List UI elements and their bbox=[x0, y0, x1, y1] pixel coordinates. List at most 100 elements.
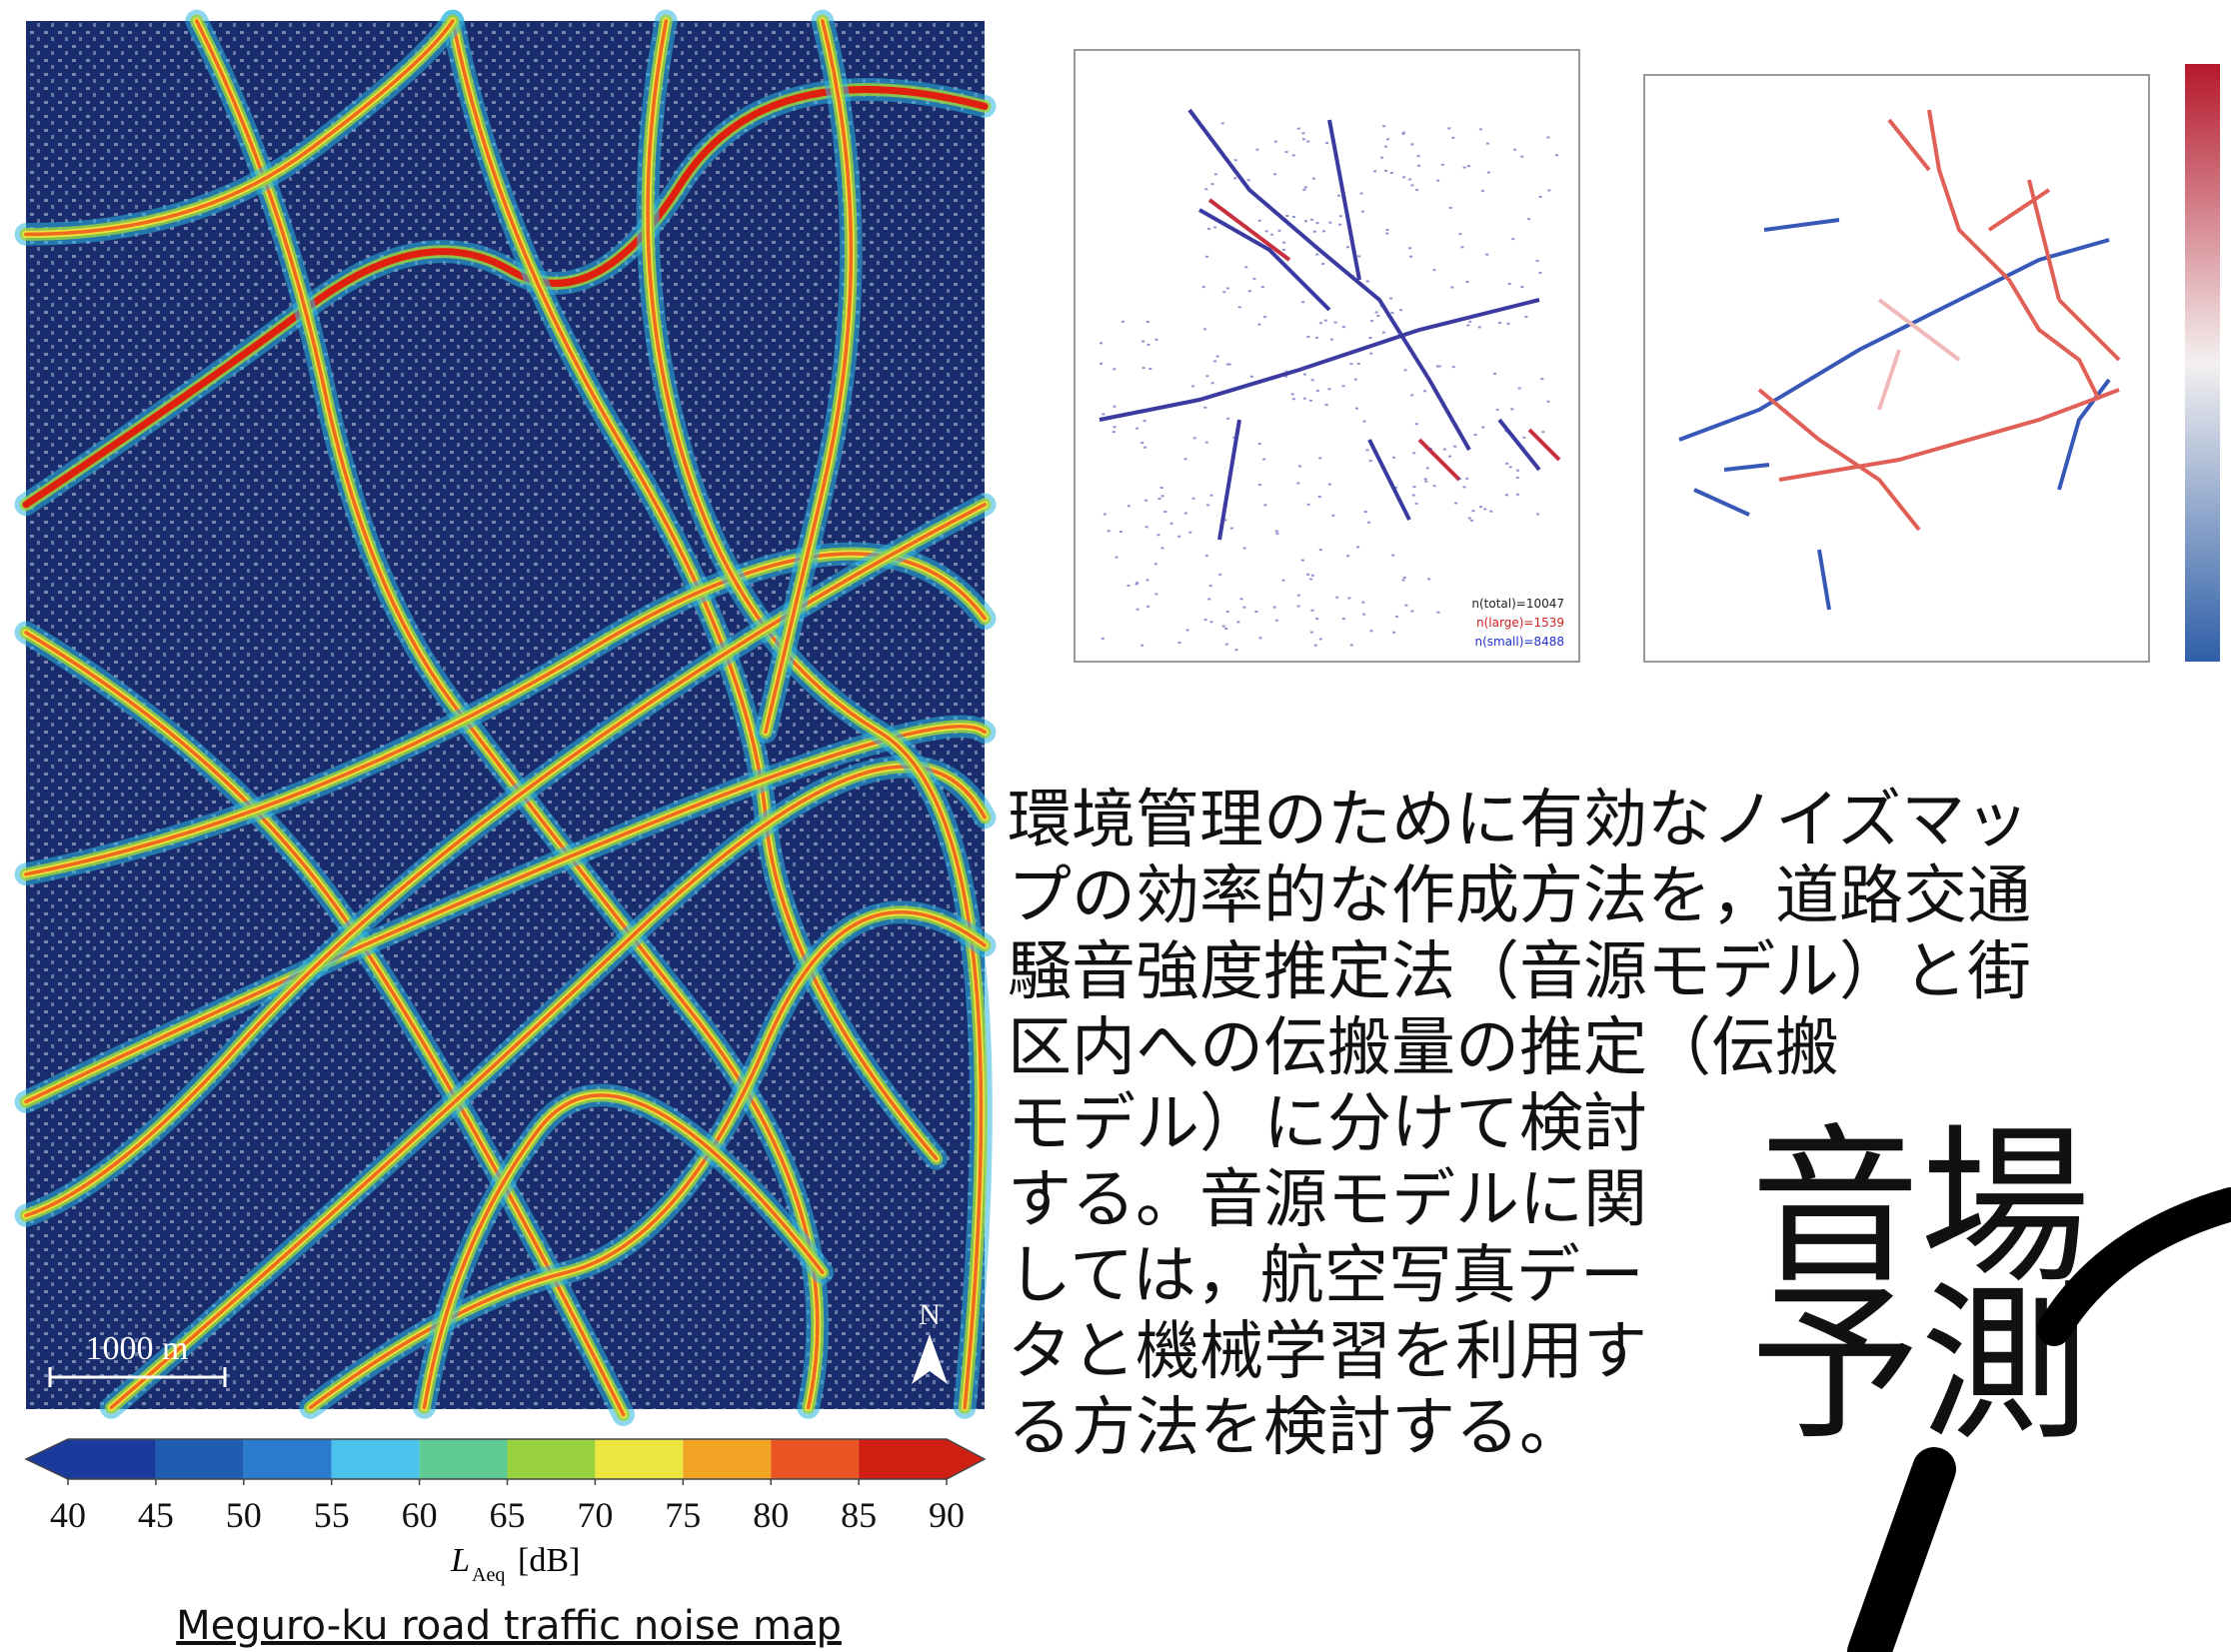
colorbar-segment bbox=[419, 1439, 508, 1479]
point bbox=[1424, 480, 1428, 483]
point bbox=[1302, 397, 1306, 400]
point bbox=[1291, 398, 1295, 401]
point bbox=[1369, 352, 1373, 355]
point bbox=[1310, 609, 1314, 612]
point bbox=[1226, 417, 1230, 420]
colorbar-tick-label: 55 bbox=[314, 1495, 350, 1535]
point bbox=[1483, 508, 1487, 511]
point bbox=[1540, 378, 1544, 381]
point bbox=[1303, 186, 1307, 189]
point bbox=[1408, 178, 1412, 181]
point bbox=[1163, 510, 1167, 513]
point bbox=[1432, 269, 1436, 272]
point bbox=[1309, 631, 1313, 634]
point bbox=[1263, 316, 1267, 319]
point bbox=[1312, 230, 1316, 233]
point bbox=[1451, 136, 1455, 139]
point bbox=[1374, 311, 1378, 314]
point bbox=[1442, 448, 1446, 451]
point bbox=[1360, 210, 1364, 213]
point bbox=[1135, 427, 1139, 430]
point bbox=[1306, 140, 1310, 143]
point bbox=[1143, 446, 1147, 449]
point bbox=[1113, 405, 1116, 408]
point bbox=[1221, 625, 1225, 628]
point bbox=[1177, 535, 1181, 538]
point bbox=[1304, 220, 1308, 223]
point bbox=[1336, 194, 1340, 197]
point bbox=[1315, 618, 1319, 621]
point bbox=[1257, 323, 1261, 326]
point bbox=[1362, 420, 1366, 423]
point bbox=[1450, 286, 1454, 289]
point bbox=[1380, 156, 1384, 159]
point bbox=[1389, 297, 1393, 300]
point bbox=[1218, 573, 1222, 576]
description-line: モデル）に分けて検討 bbox=[1008, 1087, 1647, 1161]
point bbox=[1262, 458, 1266, 461]
point bbox=[1359, 192, 1363, 195]
point bbox=[1404, 604, 1408, 607]
title-line: 音場 bbox=[1750, 1109, 2090, 1307]
point bbox=[1385, 232, 1389, 235]
point bbox=[1142, 420, 1146, 423]
point bbox=[1296, 482, 1300, 485]
point bbox=[1157, 497, 1161, 500]
point bbox=[1477, 326, 1481, 329]
point bbox=[1203, 406, 1207, 409]
point bbox=[1148, 367, 1152, 370]
point bbox=[1154, 593, 1158, 596]
point bbox=[1356, 546, 1360, 549]
point bbox=[1118, 530, 1122, 533]
point bbox=[1315, 389, 1319, 392]
point bbox=[1435, 365, 1439, 368]
point bbox=[1454, 502, 1458, 505]
point bbox=[1325, 142, 1329, 145]
colorbar-tick-label: 85 bbox=[841, 1495, 877, 1535]
point bbox=[1281, 579, 1285, 582]
point bbox=[1524, 315, 1528, 318]
point bbox=[1432, 485, 1436, 488]
point bbox=[1213, 173, 1217, 176]
point bbox=[1338, 215, 1342, 218]
point bbox=[1220, 222, 1224, 225]
point bbox=[1314, 336, 1318, 339]
point bbox=[1367, 521, 1371, 524]
point bbox=[1511, 238, 1515, 241]
colorbar-segment bbox=[155, 1439, 244, 1479]
point bbox=[1284, 151, 1288, 154]
point bbox=[1365, 449, 1369, 452]
point bbox=[1296, 127, 1300, 130]
north-label: N bbox=[919, 1298, 941, 1331]
point bbox=[1100, 342, 1104, 345]
point bbox=[1507, 282, 1511, 285]
legend-large: n(large)=1539 bbox=[1476, 616, 1564, 630]
point bbox=[1485, 253, 1489, 256]
point bbox=[1427, 578, 1431, 581]
point bbox=[1480, 189, 1484, 192]
point bbox=[1416, 155, 1420, 158]
diverging-colorbar bbox=[2185, 64, 2220, 662]
point bbox=[1486, 171, 1490, 174]
point bbox=[1264, 230, 1268, 233]
colorbar-tick-label: 45 bbox=[138, 1495, 174, 1535]
point bbox=[1451, 366, 1455, 369]
point bbox=[1383, 169, 1387, 172]
point bbox=[1275, 532, 1279, 535]
colorbar-tick-label: 50 bbox=[226, 1495, 262, 1535]
scale-bar-label: 1000 m bbox=[86, 1330, 189, 1367]
point bbox=[1297, 465, 1301, 468]
point bbox=[1115, 556, 1118, 559]
point bbox=[1467, 517, 1471, 520]
colorbar-segment bbox=[68, 1439, 156, 1479]
description-line: る方法を検討する。 bbox=[1008, 1391, 1583, 1465]
point bbox=[1327, 483, 1331, 486]
description-line: する。音源モデルに関 bbox=[1008, 1163, 1647, 1237]
point bbox=[1357, 255, 1361, 258]
point bbox=[1204, 441, 1208, 444]
point bbox=[1362, 613, 1366, 616]
point bbox=[1538, 271, 1542, 274]
point bbox=[1270, 233, 1274, 236]
point bbox=[1154, 338, 1158, 341]
point bbox=[1120, 320, 1124, 323]
